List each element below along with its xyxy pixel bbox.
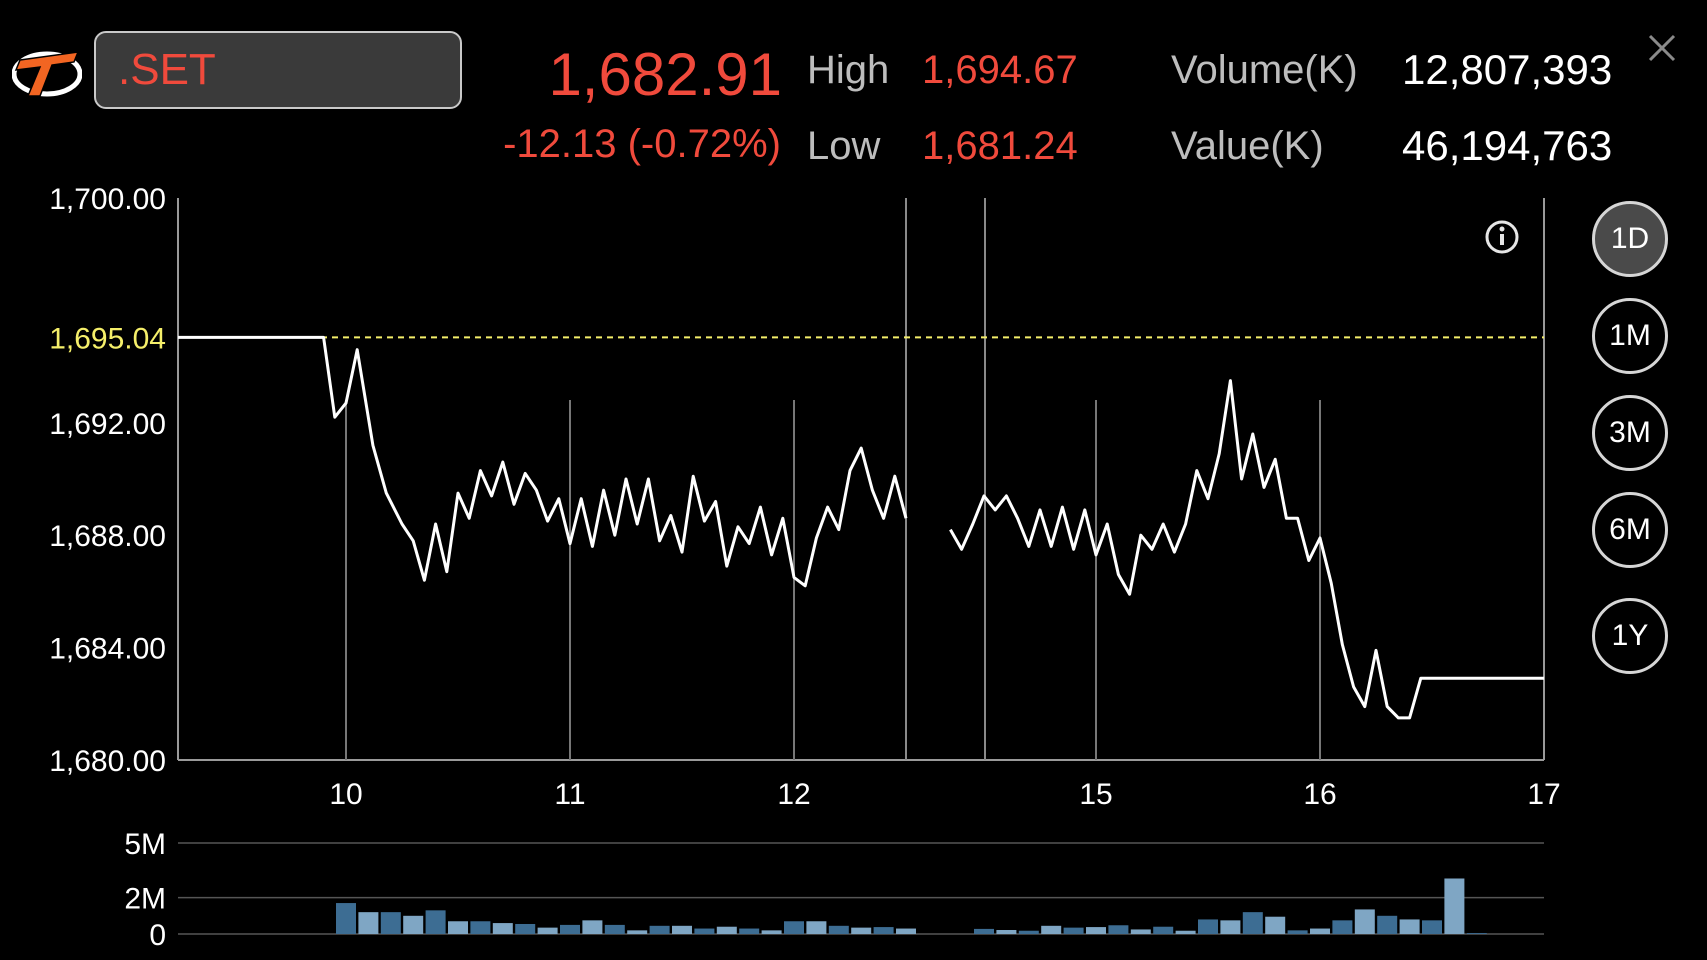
volume-bar: [1466, 933, 1487, 934]
volume-bar: [1153, 926, 1174, 934]
volume-bar: [1198, 919, 1218, 934]
volume-bar: [649, 925, 670, 934]
price-line-segment: [949, 379, 1544, 720]
volume-tick-label: 2M: [124, 883, 166, 916]
low-label: Low: [807, 124, 881, 168]
volume-bar: [403, 915, 424, 934]
volume-bar: [1041, 925, 1062, 934]
volume-bar: [828, 925, 849, 934]
volume-bar: [694, 928, 715, 934]
broker-logo-icon: [12, 51, 82, 97]
volume-bar: [1444, 878, 1465, 934]
volume-bar: [996, 929, 1017, 934]
x-tick-label: 11: [554, 778, 585, 811]
volume-bar: [358, 912, 379, 934]
x-tick-label: 10: [329, 778, 362, 811]
volume-bar: [560, 924, 580, 934]
volume-bar: [1108, 925, 1129, 934]
y-tick-label: 1,680.00: [49, 745, 166, 778]
volume-bar: [1287, 930, 1308, 934]
price-line-segment: [178, 335, 908, 588]
y-tick-label: 1,688.00: [49, 520, 166, 553]
value-label: Value(K): [1171, 124, 1324, 168]
volume-bar: [537, 927, 558, 934]
y-tick-label: 1,700.00: [49, 183, 166, 216]
range-button-6m[interactable]: 6M: [1592, 492, 1668, 568]
volume-bar: [1130, 929, 1151, 934]
low-value: 1,681.24: [922, 124, 1078, 168]
symbol-search-input[interactable]: .SET: [94, 31, 462, 109]
volume-bar: [1265, 916, 1286, 934]
volume-bar: [739, 928, 760, 934]
volume-bar: [604, 924, 625, 934]
volume-bar: [492, 923, 513, 934]
volume-bar: [380, 912, 401, 934]
symbol-text: .SET: [118, 45, 216, 94]
volume-bar: [1220, 920, 1241, 934]
volume-bar: [1018, 930, 1039, 934]
range-button-1d[interactable]: 1D: [1592, 201, 1668, 277]
volume-bar: [716, 926, 737, 934]
volume-bar: [1086, 927, 1106, 934]
x-tick-label: 17: [1527, 778, 1560, 811]
high-label: High: [807, 48, 890, 92]
volume-bar: [515, 923, 536, 934]
x-tick-label: 12: [777, 778, 810, 811]
volume-bar: [627, 930, 648, 934]
volume-bar: [1399, 919, 1420, 934]
volume-bar: [851, 927, 872, 934]
y-tick-label: 1,692.00: [49, 408, 166, 441]
volume-bar: [672, 925, 692, 934]
close-icon[interactable]: [1646, 32, 1678, 64]
range-button-1m[interactable]: 1M: [1592, 298, 1668, 374]
volume-bar: [873, 927, 894, 934]
range-button-3m[interactable]: 3M: [1592, 395, 1668, 471]
prior-close-label: 1,695.04: [49, 322, 166, 355]
volume-bar: [806, 921, 827, 934]
volume-bar: [896, 928, 916, 934]
high-value: 1,694.67: [922, 48, 1078, 92]
y-tick-label: 1,684.00: [49, 633, 166, 666]
volume-bar: [974, 928, 994, 934]
info-icon[interactable]: [1485, 220, 1519, 254]
x-tick-label: 15: [1079, 778, 1112, 811]
price-change: -12.13 (-0.72%): [503, 122, 781, 166]
last-price: 1,682.91: [548, 41, 782, 108]
volume-bar: [582, 920, 603, 934]
volume-label: Volume(K): [1171, 48, 1358, 92]
volume-bar: [784, 921, 804, 934]
volume-bar: [470, 921, 491, 934]
volume-bar: [1332, 920, 1353, 934]
volume-bar: [1377, 915, 1398, 934]
volume-bar: [1310, 928, 1330, 934]
volume-bar: [1354, 909, 1375, 934]
volume-tick-label: 0: [149, 919, 166, 952]
value-value: 46,194,763: [1402, 122, 1613, 169]
volume-tick-label: 5M: [124, 828, 166, 861]
volume-bar: [1422, 920, 1442, 934]
volume-bar: [761, 930, 782, 934]
volume-bar: [448, 921, 468, 934]
volume-bar: [425, 910, 446, 934]
volume-bar: [1175, 930, 1196, 934]
volume-value: 12,807,393: [1402, 46, 1613, 93]
volume-bar: [1242, 912, 1263, 934]
volume-bar: [336, 903, 356, 934]
x-tick-label: 16: [1303, 778, 1336, 811]
volume-bar: [1063, 927, 1084, 934]
range-button-1y[interactable]: 1Y: [1592, 598, 1668, 674]
